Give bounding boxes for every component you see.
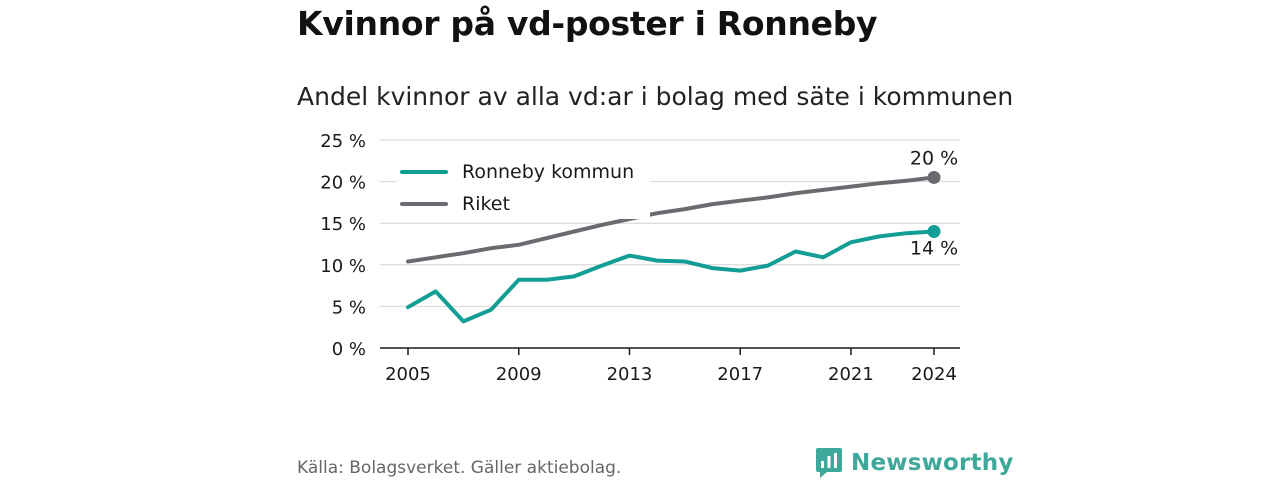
legend-label-riket: Riket bbox=[462, 193, 510, 215]
legend: Ronneby kommun Riket bbox=[396, 161, 650, 219]
end-label-riket: 20 % bbox=[910, 147, 958, 169]
brand-name: Newsworthy bbox=[851, 450, 1014, 476]
x-tick-label: 2024 bbox=[911, 364, 957, 385]
chart-subtitle: Andel kvinnor av alla vd:ar i bolag med … bbox=[297, 82, 1014, 111]
series-lines: 20 % 14 % bbox=[406, 147, 958, 324]
series-line-ronneby-kommun bbox=[406, 229, 936, 324]
y-tick-label: 15 % bbox=[320, 214, 366, 235]
y-tick-label: 10 % bbox=[320, 256, 366, 277]
x-tick-label: 2021 bbox=[828, 364, 874, 385]
newsworthy-logo-icon bbox=[816, 448, 842, 478]
legend-label-ronneby-kommun: Ronneby kommun bbox=[462, 161, 634, 183]
series-line-riket bbox=[406, 175, 936, 264]
brand: Newsworthy bbox=[815, 446, 1014, 480]
x-tick-label: 2009 bbox=[496, 364, 542, 385]
x-tick-label: 2013 bbox=[607, 364, 653, 385]
end-point-riket bbox=[927, 170, 941, 184]
line-chart: 0 %5 %10 %15 %20 %25 % 2005 2009 2013 2017 2… bbox=[320, 131, 960, 385]
y-tick-label: 0 % bbox=[332, 339, 366, 360]
y-tick-label: 5 % bbox=[332, 297, 366, 318]
y-tick-label: 25 % bbox=[320, 131, 366, 152]
x-tick-label: 2005 bbox=[385, 364, 431, 385]
end-label-ronneby-kommun: 14 % bbox=[910, 238, 958, 260]
end-point-ronneby-kommun bbox=[927, 225, 941, 239]
y-axis-tick-labels: 0 % 5 % 10 % 15 % 20 % 25 % bbox=[320, 131, 366, 360]
x-axis: 2005 2009 2013 2017 2021 2024 bbox=[380, 347, 960, 385]
source-note: Källa: Bolagsverket. Gäller aktiebolag. bbox=[297, 458, 622, 478]
x-tick-label: 2017 bbox=[717, 364, 763, 385]
chart-title: Kvinnor på vd-poster i Ronneby bbox=[297, 4, 878, 43]
y-tick-label: 20 % bbox=[320, 173, 366, 194]
